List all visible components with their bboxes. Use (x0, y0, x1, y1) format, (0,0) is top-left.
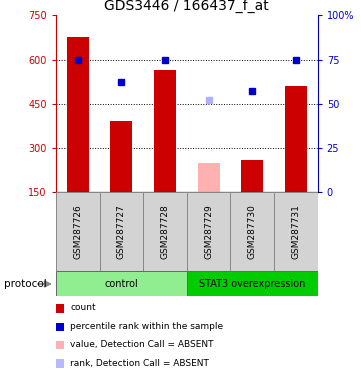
Bar (100, 192, 143, 271)
Text: control: control (105, 279, 138, 289)
Bar (143, 192, 187, 271)
Text: GSM287731: GSM287731 (291, 204, 300, 259)
Text: value, Detection Call = ABSENT: value, Detection Call = ABSENT (70, 340, 214, 349)
Text: GSM287730: GSM287730 (248, 204, 257, 259)
Text: STAT3 overexpression: STAT3 overexpression (199, 279, 305, 289)
Bar (67, 38, 89, 192)
Text: GSM287727: GSM287727 (117, 204, 126, 259)
Bar (230, 192, 274, 271)
Bar (285, 86, 307, 192)
Bar (198, 162, 219, 192)
Bar (154, 70, 176, 192)
Bar (187, 192, 230, 271)
Text: protocol: protocol (4, 279, 46, 289)
Bar (242, 160, 263, 192)
Bar (187, 271, 318, 296)
Text: GSM287726: GSM287726 (73, 204, 82, 259)
Bar (110, 121, 132, 192)
Text: GSM287729: GSM287729 (204, 204, 213, 259)
Bar (56, 192, 100, 271)
Title: GDS3446 / 166437_f_at: GDS3446 / 166437_f_at (104, 0, 269, 13)
Bar (274, 192, 318, 271)
Bar (56, 271, 187, 296)
Text: count: count (70, 303, 96, 313)
Text: GSM287728: GSM287728 (161, 204, 170, 259)
Text: rank, Detection Call = ABSENT: rank, Detection Call = ABSENT (70, 359, 209, 368)
Text: percentile rank within the sample: percentile rank within the sample (70, 322, 223, 331)
